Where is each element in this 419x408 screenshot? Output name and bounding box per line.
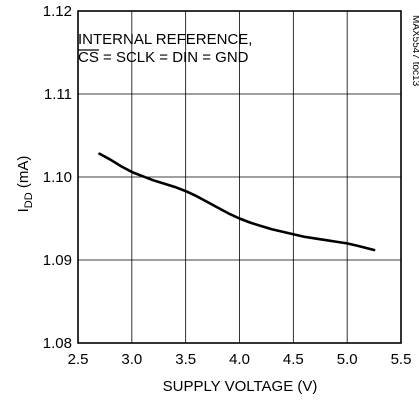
- x-tick-label: 5.5: [391, 351, 412, 368]
- series-layer: [98, 152, 376, 252]
- annotation-rest: = SCLK = DIN = GND: [99, 49, 249, 66]
- y-axis-title-unit: (mA): [15, 156, 32, 193]
- y-tick-labels: 1.08 1.09 1.10 1.11 1.12: [43, 3, 72, 352]
- y-axis-title-main: I: [15, 208, 32, 212]
- x-axis-title: SUPPLY VOLTAGE (V): [163, 378, 318, 395]
- x-tick-label: 4.5: [283, 351, 304, 368]
- part-number-label: MAX5547 toc13: [410, 15, 419, 87]
- y-axis-title-sub: DD: [23, 192, 35, 208]
- x-tick-label: 3.0: [121, 351, 142, 368]
- x-tick-label: 3.5: [175, 351, 196, 368]
- annotation-line-2: CS = SCLK = DIN = GND: [78, 49, 249, 66]
- supply-current-line: [98, 152, 376, 252]
- annotation-line-1: INTERNAL REFERENCE,: [78, 31, 252, 48]
- annotation-cs-overbar: CS: [78, 49, 99, 66]
- y-tick-label: 1.08: [43, 335, 72, 352]
- y-tick-label: 1.11: [44, 86, 72, 103]
- x-tick-label: 2.5: [68, 351, 89, 368]
- x-tick-label: 4.0: [229, 351, 250, 368]
- y-tick-label: 1.12: [43, 3, 72, 20]
- x-tick-labels: 2.5 3.0 3.5 4.0 4.5 5.0 5.5: [68, 351, 412, 368]
- y-axis-title: IDD (mA): [15, 156, 35, 213]
- x-tick-label: 5.0: [337, 351, 358, 368]
- grid-layer: [78, 11, 401, 343]
- y-tick-label: 1.10: [43, 169, 72, 186]
- y-tick-label: 1.09: [43, 252, 72, 269]
- plot-frame: [77, 10, 402, 344]
